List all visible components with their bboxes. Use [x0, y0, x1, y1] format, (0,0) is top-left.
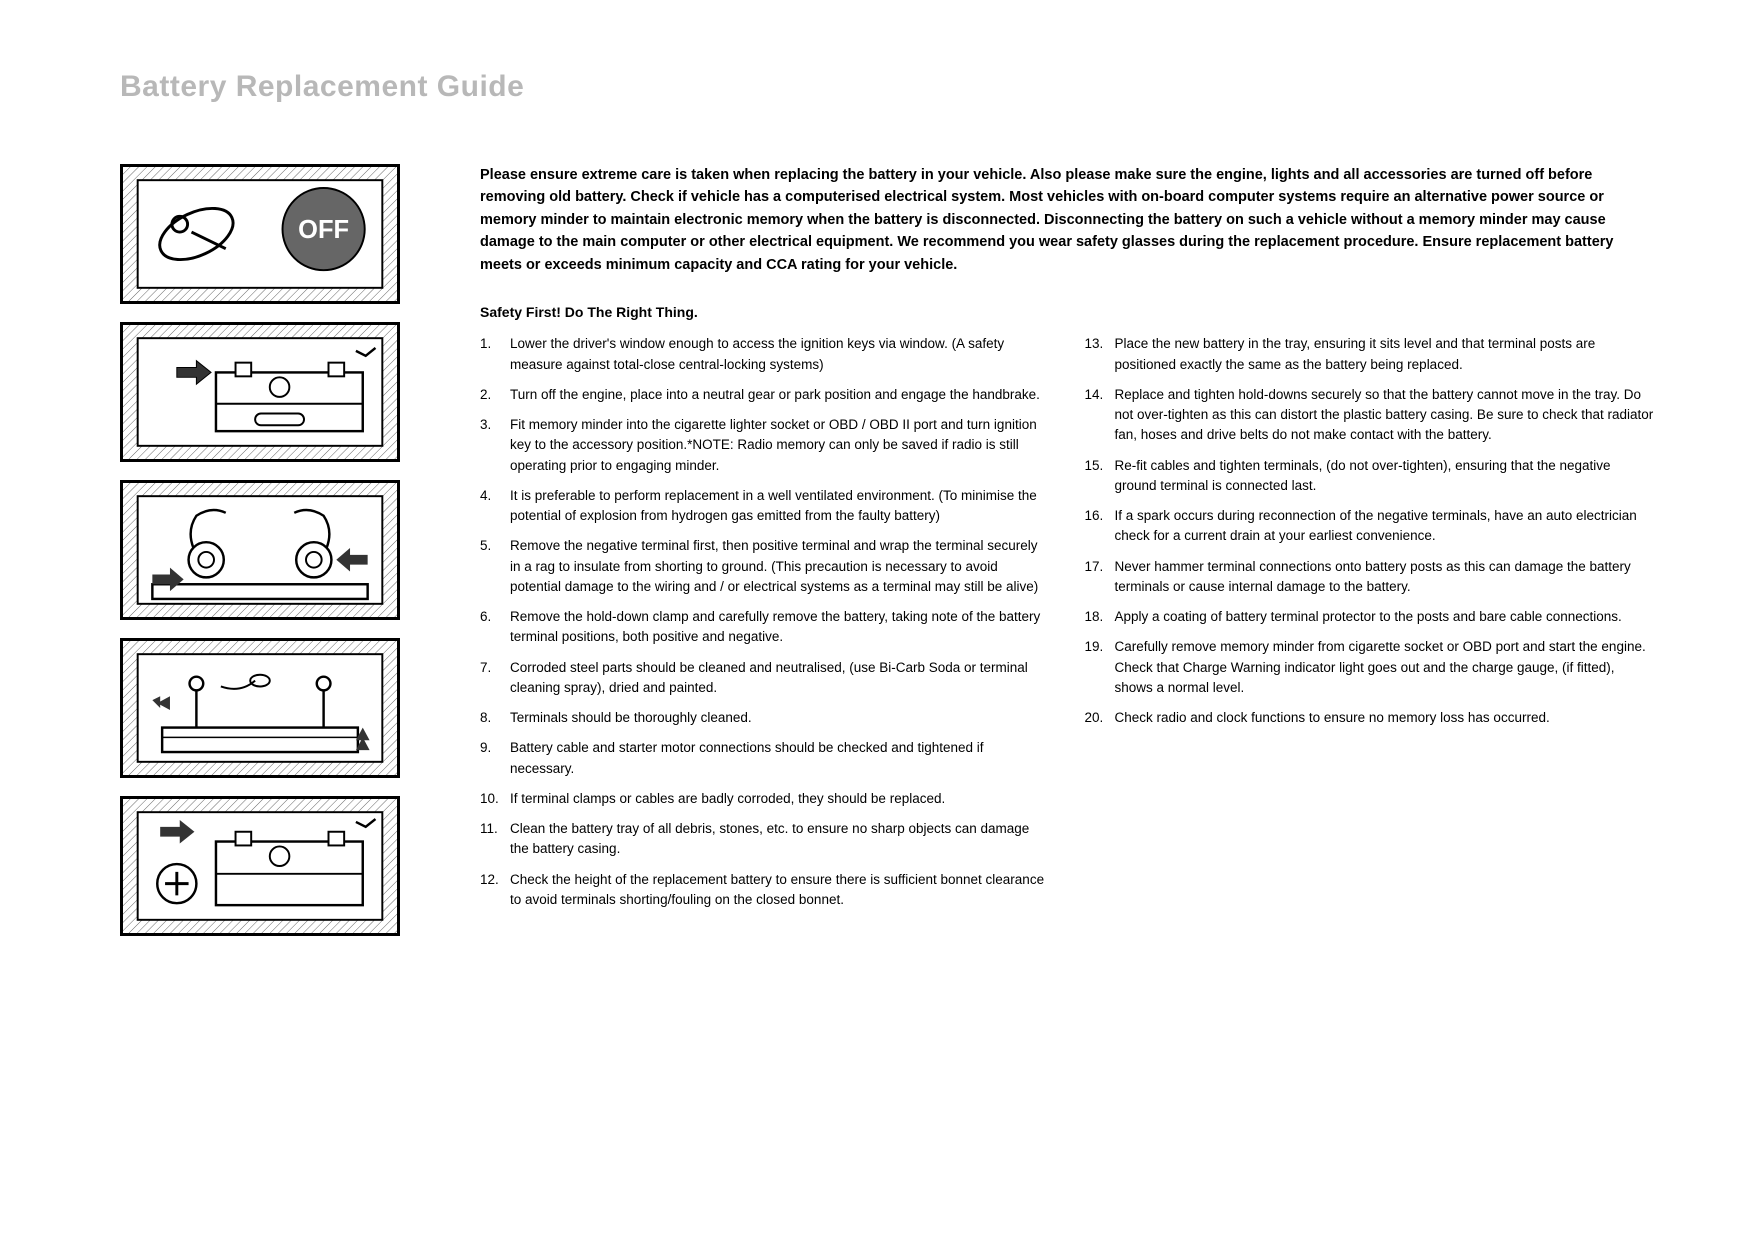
clamp-removal-diagram — [120, 638, 400, 778]
step-item: 1.Lower the driver's window enough to ac… — [480, 334, 1050, 375]
step-text: Lower the driver's window enough to acce… — [510, 334, 1050, 375]
steps-columns: 1.Lower the driver's window enough to ac… — [480, 334, 1654, 920]
step-text: Remove the negative terminal first, then… — [510, 536, 1050, 597]
step-number: 13. — [1085, 334, 1115, 375]
step-item: 5.Remove the negative terminal first, th… — [480, 536, 1050, 597]
step-item: 9.Battery cable and starter motor connec… — [480, 738, 1050, 779]
warning-paragraph: Please ensure extreme care is taken when… — [480, 164, 1654, 276]
step-item: 18.Apply a coating of battery terminal p… — [1085, 607, 1655, 627]
step-text: Check the height of the replacement batt… — [510, 870, 1050, 911]
step-item: 16.If a spark occurs during reconnection… — [1085, 506, 1655, 547]
step-item: 3.Fit memory minder into the cigarette l… — [480, 415, 1050, 476]
images-column: OFF — [120, 164, 400, 936]
step-item: 14.Replace and tighten hold-downs secure… — [1085, 385, 1655, 446]
step-number: 5. — [480, 536, 510, 597]
step-item: 4.It is preferable to perform replacemen… — [480, 486, 1050, 527]
step-number: 6. — [480, 607, 510, 648]
step-number: 12. — [480, 870, 510, 911]
step-item: 7.Corroded steel parts should be cleaned… — [480, 658, 1050, 699]
step-item: 6.Remove the hold-down clamp and careful… — [480, 607, 1050, 648]
text-column: Please ensure extreme care is taken when… — [480, 164, 1654, 936]
step-number: 7. — [480, 658, 510, 699]
step-text: Replace and tighten hold-downs securely … — [1115, 385, 1655, 446]
step-number: 15. — [1085, 456, 1115, 497]
step-item: 10.If terminal clamps or cables are badl… — [480, 789, 1050, 809]
step-text: Remove the hold-down clamp and carefully… — [510, 607, 1050, 648]
step-number: 14. — [1085, 385, 1115, 446]
step-text: If a spark occurs during reconnection of… — [1115, 506, 1655, 547]
step-number: 1. — [480, 334, 510, 375]
step-text: Clean the battery tray of all debris, st… — [510, 819, 1050, 860]
step-text: Battery cable and starter motor connecti… — [510, 738, 1050, 779]
svg-text:OFF: OFF — [298, 216, 349, 244]
step-text: Corroded steel parts should be cleaned a… — [510, 658, 1050, 699]
step-number: 11. — [480, 819, 510, 860]
steps-left-column: 1.Lower the driver's window enough to ac… — [480, 334, 1050, 920]
step-number: 9. — [480, 738, 510, 779]
step-item: 15.Re-fit cables and tighten terminals, … — [1085, 456, 1655, 497]
step-text: Check radio and clock functions to ensur… — [1115, 708, 1655, 728]
main-content: OFF — [120, 164, 1654, 936]
step-text: Never hammer terminal connections onto b… — [1115, 557, 1655, 598]
terminal-removal-diagram — [120, 480, 400, 620]
step-number: 16. — [1085, 506, 1115, 547]
battery-terminals-diagram — [120, 322, 400, 462]
step-number: 18. — [1085, 607, 1115, 627]
step-number: 3. — [480, 415, 510, 476]
step-number: 2. — [480, 385, 510, 405]
steps-right-column: 13.Place the new battery in the tray, en… — [1085, 334, 1655, 920]
step-item: 17.Never hammer terminal connections ont… — [1085, 557, 1655, 598]
step-number: 20. — [1085, 708, 1115, 728]
step-item: 8.Terminals should be thoroughly cleaned… — [480, 708, 1050, 728]
step-text: Apply a coating of battery terminal prot… — [1115, 607, 1655, 627]
step-text: Fit memory minder into the cigarette lig… — [510, 415, 1050, 476]
step-text: Place the new battery in the tray, ensur… — [1115, 334, 1655, 375]
ignition-off-diagram: OFF — [120, 164, 400, 304]
step-item: 19.Carefully remove memory minder from c… — [1085, 637, 1655, 698]
step-text: Terminals should be thoroughly cleaned. — [510, 708, 1050, 728]
step-number: 4. — [480, 486, 510, 527]
step-number: 10. — [480, 789, 510, 809]
safety-heading: Safety First! Do The Right Thing. — [480, 304, 1654, 320]
step-number: 19. — [1085, 637, 1115, 698]
step-text: If terminal clamps or cables are badly c… — [510, 789, 1050, 809]
step-number: 8. — [480, 708, 510, 728]
step-text: Carefully remove memory minder from ciga… — [1115, 637, 1655, 698]
step-item: 20.Check radio and clock functions to en… — [1085, 708, 1655, 728]
step-item: 2.Turn off the engine, place into a neut… — [480, 385, 1050, 405]
step-text: It is preferable to perform replacement … — [510, 486, 1050, 527]
battery-install-diagram — [120, 796, 400, 936]
step-text: Turn off the engine, place into a neutra… — [510, 385, 1050, 405]
step-item: 12.Check the height of the replacement b… — [480, 870, 1050, 911]
step-number: 17. — [1085, 557, 1115, 598]
step-text: Re-fit cables and tighten terminals, (do… — [1115, 456, 1655, 497]
step-item: 11.Clean the battery tray of all debris,… — [480, 819, 1050, 860]
page-title: Battery Replacement Guide — [120, 70, 1654, 104]
step-item: 13.Place the new battery in the tray, en… — [1085, 334, 1655, 375]
